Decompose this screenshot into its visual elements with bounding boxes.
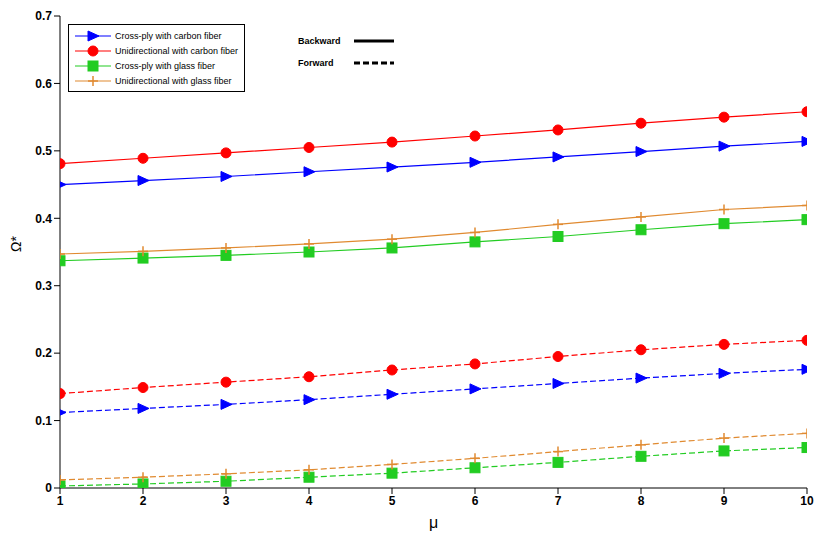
svg-text:Ω*: Ω*: [8, 236, 24, 252]
svg-text:0.7: 0.7: [35, 9, 52, 23]
svg-text:0.3: 0.3: [35, 279, 52, 293]
svg-text:1: 1: [57, 494, 64, 508]
html-text:Cross-ply with carbon fiber: Cross-ply with carbon fiber: [115, 30, 222, 41]
html-text:Backward: Backward: [298, 36, 341, 46]
html-text:Forward: Forward: [298, 58, 334, 68]
svg-text:0.2: 0.2: [35, 346, 52, 360]
svg-text:0.6: 0.6: [35, 77, 52, 91]
svg-text:4: 4: [306, 494, 313, 508]
svg-text:0.5: 0.5: [35, 144, 52, 158]
svg-text:3: 3: [223, 494, 230, 508]
svg-text:8: 8: [638, 494, 645, 508]
html-text:Unidirectional with carbon fib: Unidirectional with carbon fiber: [115, 45, 239, 56]
svg-text:0.1: 0.1: [35, 414, 52, 428]
svg-text:7: 7: [555, 494, 562, 508]
svg-text:9: 9: [721, 494, 728, 508]
svg-text:0.4: 0.4: [35, 212, 52, 226]
svg-text:0: 0: [45, 481, 52, 495]
html-text:Unidirectional with glass fibe: Unidirectional with glass fiber: [115, 75, 232, 86]
svg-text:2: 2: [140, 494, 147, 508]
svg-text:μ: μ: [429, 514, 438, 531]
html-text:Cross-ply with glass fiber: Cross-ply with glass fiber: [115, 60, 215, 71]
svg-text:6: 6: [472, 494, 479, 508]
svg-text:5: 5: [389, 494, 396, 508]
svg-text:10: 10: [800, 494, 814, 508]
